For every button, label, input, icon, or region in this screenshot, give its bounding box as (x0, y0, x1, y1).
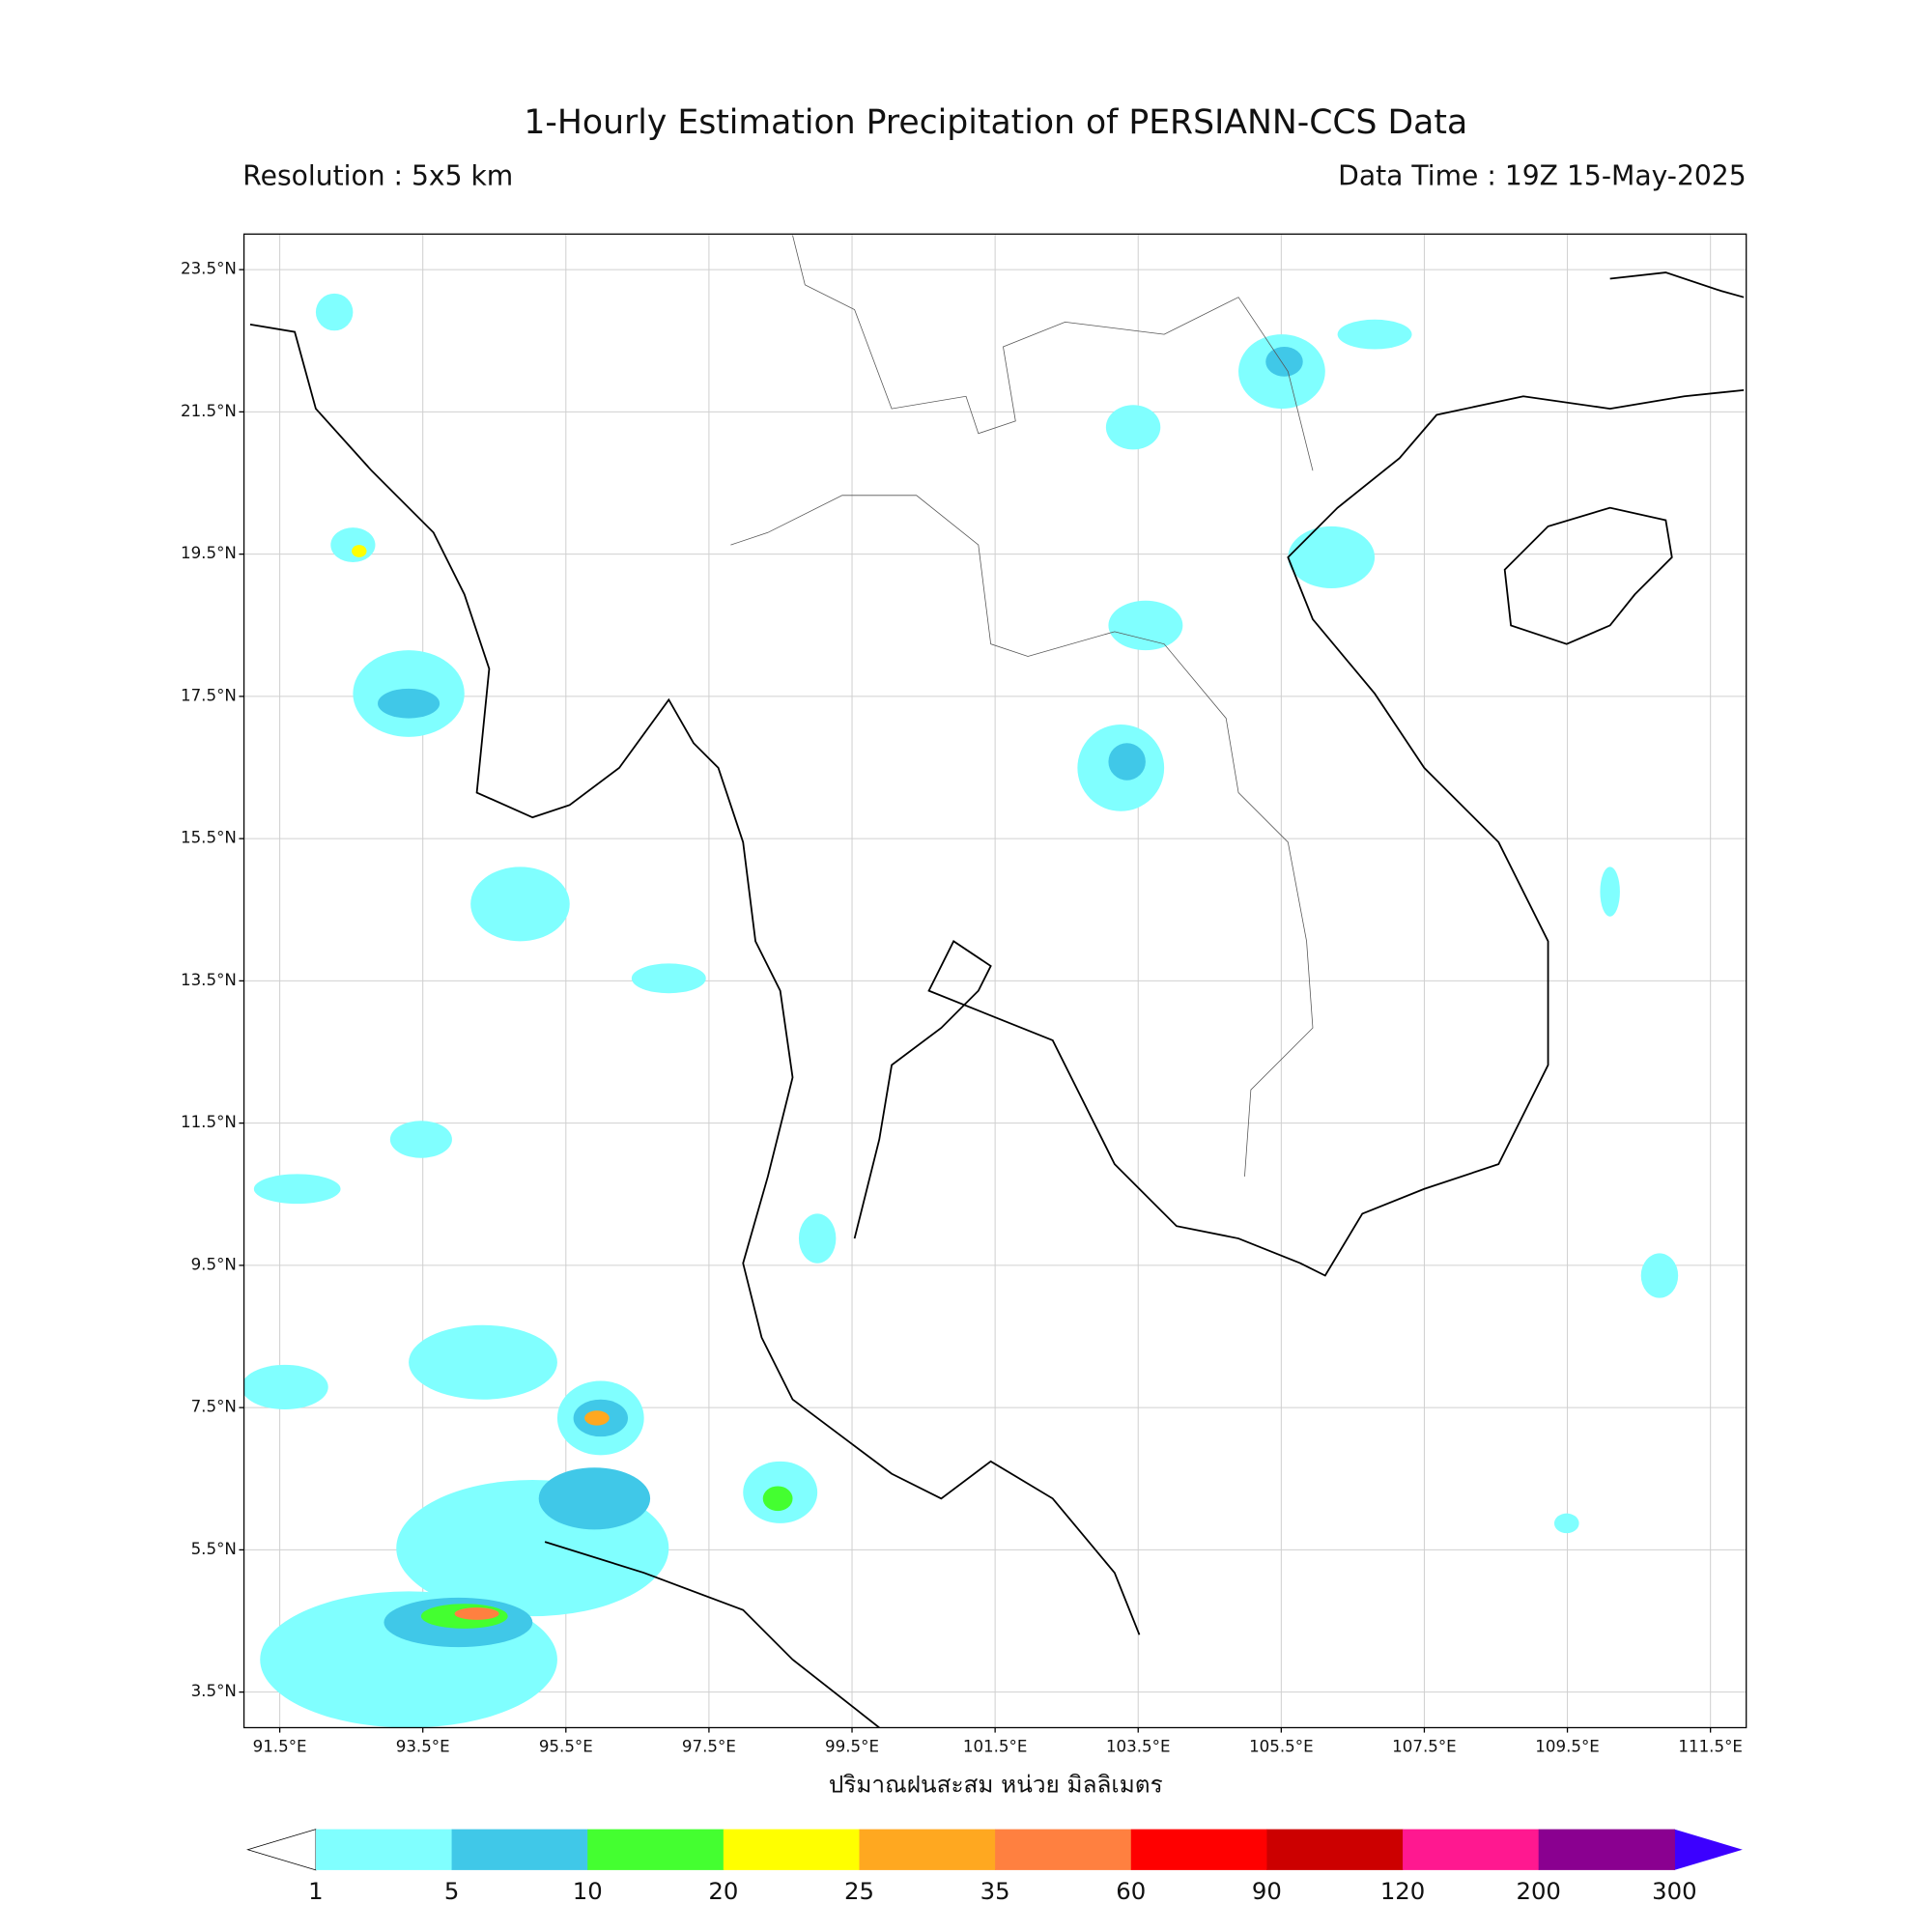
rain-cell (798, 1213, 837, 1264)
data-time: Data Time : 19Z 15-May-2025 (1338, 159, 1747, 191)
colorbar-segment (1130, 1829, 1268, 1870)
land-outlines (249, 235, 1745, 1728)
colorbar-segment (995, 1829, 1132, 1870)
title: 1-Hourly Estimation Precipitation of PER… (524, 103, 1467, 142)
border (730, 495, 1314, 1177)
x-tick-label: 93.5°E (396, 1737, 450, 1755)
rain-cell (1105, 405, 1161, 450)
y-tick-label: 5.5°N (191, 1540, 237, 1558)
rain-cell (1600, 867, 1620, 917)
colorbar: 1 5 10 20 25 35 60 90 120 200 300 (246, 1829, 1743, 1905)
rain-cell (253, 1174, 341, 1205)
rain-cell (1108, 600, 1183, 651)
rain-cell (389, 1121, 452, 1158)
coastline (249, 324, 1141, 1635)
coastline (853, 388, 1745, 1277)
y-tick-label: 3.5°N (191, 1682, 237, 1700)
rain-cell (378, 688, 440, 719)
colorbar-segment (859, 1829, 996, 1870)
colorbar-label: 300 (1652, 1877, 1696, 1905)
border (792, 235, 1314, 471)
x-tick-label: 97.5°E (682, 1737, 736, 1755)
colorbar-label: 25 (844, 1877, 874, 1905)
colorbar-label: 20 (708, 1877, 738, 1905)
borneo-coast (1609, 271, 1745, 298)
rain-cell (243, 1364, 328, 1409)
rain-cell (762, 1486, 793, 1512)
sumatra-coast (544, 1541, 880, 1728)
rain-cell (631, 963, 706, 994)
colorbar-under (246, 1829, 317, 1871)
x-tick-label: 111.5°E (1678, 1737, 1743, 1755)
rain-cell (409, 1324, 557, 1400)
grid-group (243, 234, 1747, 1728)
rain-cell (454, 1607, 499, 1620)
rain-cell (1265, 346, 1303, 377)
y-tick-label: 15.5°N (181, 829, 237, 847)
rain-cell (1337, 319, 1412, 350)
colorbar-label: 90 (1252, 1877, 1282, 1905)
x-tick-label: 103.5°E (1106, 1737, 1171, 1755)
colorbar-segment (1403, 1829, 1540, 1870)
rain-cell (1640, 1253, 1679, 1298)
y-tick-label: 17.5°N (181, 686, 237, 704)
axis-label: ปริมาณฝนสะสม หน่วย มิลลิเมตร (829, 1771, 1163, 1799)
rain-cell (470, 867, 570, 942)
colorbar-segment (587, 1829, 724, 1870)
y-tick-label: 23.5°N (181, 260, 237, 278)
x-tick-label: 107.5°E (1392, 1737, 1457, 1755)
colorbar-segment (723, 1829, 861, 1870)
rain-cell (352, 545, 367, 557)
x-tick-label: 101.5°E (963, 1737, 1028, 1755)
y-tick-label: 11.5°N (181, 1113, 237, 1131)
y-tick-label: 19.5°N (181, 544, 237, 562)
x-tick-label: 95.5°E (539, 1737, 593, 1755)
colorbar-label: 120 (1380, 1877, 1425, 1905)
rain-cell (315, 293, 354, 331)
x-tick-label: 109.5°E (1535, 1737, 1600, 1755)
rain-cell (584, 1410, 610, 1426)
colorbar-label: 10 (573, 1877, 603, 1905)
colorbar-segment (1538, 1829, 1675, 1870)
y-tick-label: 13.5°N (181, 971, 237, 989)
colorbar-segment (451, 1829, 588, 1870)
y-tick-label: 7.5°N (191, 1398, 237, 1416)
x-tick-label: 105.5°E (1249, 1737, 1314, 1755)
colorbar-label: 5 (444, 1877, 460, 1905)
y-tick-label: 9.5°N (191, 1255, 237, 1273)
x-tick-label: 99.5°E (825, 1737, 879, 1755)
y-tick-label: 21.5°N (181, 402, 237, 420)
colorbar-label: 60 (1116, 1877, 1146, 1905)
hainan-island (1503, 506, 1673, 645)
colorbar-over (1674, 1829, 1743, 1870)
colorbar-label: 200 (1516, 1877, 1560, 1905)
rain-cell (330, 527, 376, 563)
colorbar-label: 1 (308, 1877, 324, 1905)
rain-cell (1108, 743, 1146, 781)
precipitation (243, 293, 1679, 1728)
rain-cell (538, 1467, 651, 1530)
colorbar-label: 35 (980, 1877, 1010, 1905)
rain-cell (1553, 1513, 1579, 1534)
colorbar-segment (315, 1829, 453, 1870)
rain-cell (1288, 526, 1376, 588)
x-tick-label: 91.5°E (253, 1737, 307, 1755)
colorbar-segment (1266, 1829, 1404, 1870)
resolution: Resolution : 5x5 km (242, 159, 513, 191)
